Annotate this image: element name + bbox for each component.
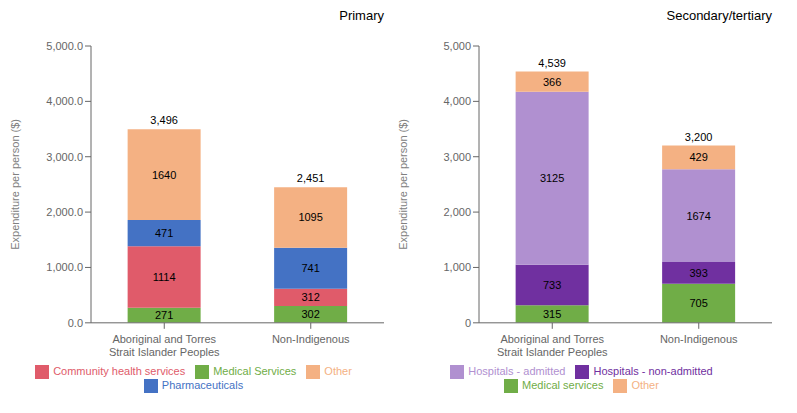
html-text:Other: Other — [324, 364, 352, 377]
svg-text:3,000.0: 3,000.0 — [46, 151, 83, 163]
svg-text:1,000: 1,000 — [443, 261, 471, 273]
svg-text:1640: 1640 — [152, 169, 176, 181]
svg-text:2,451: 2,451 — [297, 172, 325, 184]
svg-text:4,539: 4,539 — [538, 57, 566, 69]
svg-text:366: 366 — [543, 76, 561, 88]
svg-text:Aboriginal and TorresStrait Is: Aboriginal and TorresStrait Islander Peo… — [497, 333, 608, 358]
svg-text:471: 471 — [155, 227, 173, 239]
svg-text:Non-Indigenous: Non-Indigenous — [660, 333, 738, 345]
html-text:Hospitals - admitted: Hospitals - admitted — [468, 364, 566, 377]
html-text:Community health services: Community health services — [53, 364, 186, 377]
svg-text:429: 429 — [689, 151, 707, 163]
svg-text:2,000: 2,000 — [443, 206, 471, 218]
svg-text:0: 0 — [465, 317, 471, 329]
svg-text:Expenditure per person ($): Expenditure per person ($) — [397, 119, 409, 250]
svg-text:741: 741 — [301, 262, 319, 274]
svg-text:1,000.0: 1,000.0 — [46, 261, 83, 273]
svg-text:Non-Indigenous: Non-Indigenous — [272, 333, 350, 345]
svg-text:1095: 1095 — [298, 211, 322, 223]
svg-text:733: 733 — [543, 279, 561, 291]
html-text:Primary: Primary — [339, 8, 384, 23]
svg-text:5,000.0: 5,000.0 — [46, 40, 83, 52]
html-text:Medical services: Medical services — [522, 378, 604, 391]
svg-text:5,000: 5,000 — [443, 40, 471, 52]
svg-text:4,000: 4,000 — [443, 95, 471, 107]
svg-text:1674: 1674 — [686, 210, 710, 222]
html-text:Secondary/tertiary: Secondary/tertiary — [666, 8, 772, 23]
svg-text:393: 393 — [689, 267, 707, 279]
html-text:Medical Services: Medical Services — [213, 364, 297, 377]
svg-text:315: 315 — [543, 308, 561, 320]
svg-text:705: 705 — [689, 297, 707, 309]
svg-text:Aboriginal and TorresStrait Is: Aboriginal and TorresStrait Islander Peo… — [109, 333, 220, 358]
svg-text:0.0: 0.0 — [68, 317, 83, 329]
svg-text:302: 302 — [301, 308, 319, 320]
svg-text:3,200: 3,200 — [685, 131, 713, 143]
svg-text:Expenditure per person ($): Expenditure per person ($) — [9, 119, 21, 250]
html-text:Other: Other — [631, 378, 659, 391]
svg-text:3,000: 3,000 — [443, 151, 471, 163]
svg-text:3,496: 3,496 — [150, 114, 178, 126]
svg-text:2,000.0: 2,000.0 — [46, 206, 83, 218]
html-text:Hospitals - non-admitted: Hospitals - non-admitted — [593, 364, 713, 377]
svg-text:312: 312 — [301, 291, 319, 303]
svg-text:1114: 1114 — [153, 271, 176, 283]
svg-text:3125: 3125 — [540, 172, 564, 184]
svg-text:271: 271 — [155, 309, 173, 321]
html-text:Pharmaceuticals: Pharmaceuticals — [161, 378, 244, 391]
svg-text:4,000.0: 4,000.0 — [46, 95, 83, 107]
